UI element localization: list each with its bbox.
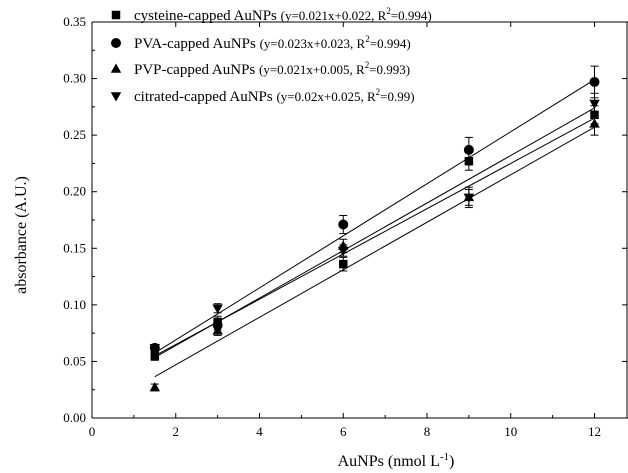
legend-r-squared: =0.993): [369, 62, 410, 77]
legend-marker-square: [111, 10, 121, 20]
legend-marker-triangle-down: [110, 92, 122, 102]
data-point-triangle-down: [589, 99, 600, 109]
data-point-triangle-up: [149, 381, 161, 392]
legend-series-name: PVA-capped AuNPs: [134, 36, 260, 52]
legend-entry-square: cysteine-capped AuNPs (y=0.021x+0.022, R…: [134, 6, 432, 24]
data-point-square: [150, 351, 160, 361]
x-tick-label: 6: [340, 424, 347, 439]
legend-series-name: PVP-capped AuNPs: [134, 62, 259, 78]
x-tick-label: 2: [173, 424, 180, 439]
legend-marker-circle: [111, 38, 121, 48]
legend-r-squared: =0.99): [380, 89, 414, 104]
data-point-circle: [589, 76, 600, 87]
y-tick-label: 0.30: [63, 71, 86, 86]
legend-r-squared-superscript: 2: [365, 60, 370, 70]
data-point-triangle-down: [338, 246, 349, 257]
fit-lines: [154, 79, 595, 378]
legend: cysteine-capped AuNPs (y=0.021x+0.022, R…: [110, 6, 432, 105]
fit-line-circle: [154, 79, 595, 354]
legend-entry-circle: PVA-capped AuNPs (y=0.023x+0.023, R2=0.9…: [134, 34, 411, 52]
legend-marker-triangle-up: [110, 63, 122, 73]
data-point-square: [590, 110, 599, 120]
data-markers: [149, 76, 600, 392]
legend-r-squared: =0.994): [391, 8, 432, 23]
data-point-triangle-up: [589, 118, 600, 128]
x-tick-label: 8: [424, 424, 431, 439]
data-point-circle: [338, 219, 349, 230]
y-tick-label: 0.05: [63, 353, 86, 368]
x-tick-label: 12: [588, 424, 601, 439]
data-point-square: [464, 156, 474, 166]
data-point-circle: [212, 320, 223, 331]
data-point-triangle-up: [212, 325, 223, 335]
legend-r-squared-superscript: 2: [376, 87, 381, 97]
axes: 0.00 0.05 0.10 0.15 0.20 0.25 0.30 0.35 0 2 4 6 8 10 1…: [63, 14, 628, 439]
legend-series-name: cysteine-capped AuNPs: [134, 8, 281, 24]
legend-equation: (y=0.021x+0.022, R: [281, 8, 387, 23]
y-axis-title: absorbance (A.U.): [13, 176, 30, 294]
x-axis-title-superscript: -1: [440, 451, 449, 463]
data-point-square: [339, 259, 348, 269]
legend-series-name: citrated-capped AuNPs: [134, 89, 276, 105]
fit-line-triangle-down: [154, 117, 595, 357]
error-bars: [150, 65, 599, 392]
legend-entry-triangle-down: citrated-capped AuNPs (y=0.02x+0.025, R2…: [134, 87, 415, 105]
legend-r-squared-superscript: 2: [365, 34, 370, 44]
legend-equation: (y=0.021x+0.005, R: [259, 62, 365, 77]
legend-equation: (y=0.023x+0.023, R: [260, 36, 366, 51]
x-tick-label: 4: [256, 424, 263, 439]
x-axis-title-suffix: ): [449, 453, 454, 470]
y-tick-label: 0.25: [63, 127, 86, 142]
y-tick-label: 0.35: [63, 14, 86, 29]
x-tick-label: 0: [89, 424, 96, 439]
x-axis-title: AuNPs (nmol L-1): [338, 451, 455, 470]
y-tick-label: 0.10: [63, 297, 86, 312]
legend-r-squared-superscript: 2: [386, 6, 391, 16]
data-point-triangle-down: [212, 304, 223, 314]
x-axis-title-main: AuNPs (nmol L: [338, 453, 440, 470]
data-point-triangle-down: [149, 344, 161, 354]
x-tick-label: 10: [504, 424, 517, 439]
y-tick-label: 0.20: [63, 184, 86, 199]
data-point-triangle-down: [463, 193, 475, 203]
y-tick-label: 0.15: [63, 240, 86, 255]
legend-entry-triangle-up: PVP-capped AuNPs (y=0.021x+0.005, R2=0.9…: [134, 60, 410, 78]
legend-r-squared: =0.994): [370, 36, 411, 51]
fit-line-triangle-up: [154, 126, 595, 378]
data-point-circle: [463, 144, 474, 155]
y-tick-label: 0.00: [63, 410, 86, 425]
legend-equation: (y=0.02x+0.025, R: [276, 89, 375, 104]
